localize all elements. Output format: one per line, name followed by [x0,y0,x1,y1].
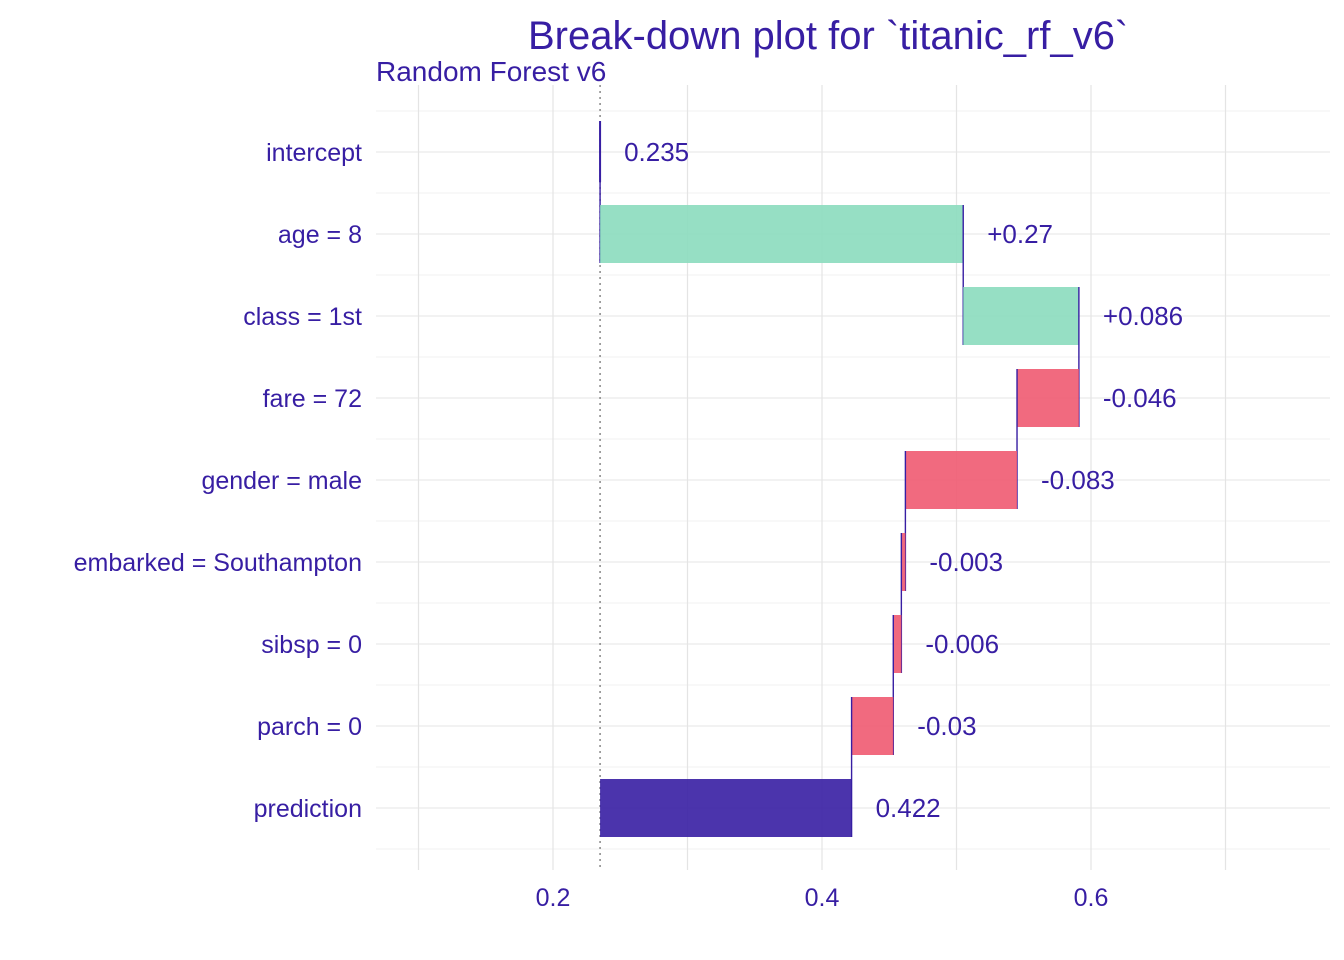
bar-contribution [1017,369,1079,427]
bar-contribution [851,697,894,755]
x-axis-ticks: 0.2 0.4 0.6 [536,884,1109,912]
value-label: -0.03 [917,711,976,741]
value-label: -0.003 [929,547,1003,577]
chart-title: Break-down plot for `titanic_rf_v6` [528,14,1129,58]
category-label: intercept [266,139,362,167]
chart-subtitle: Random Forest v6 [376,56,607,87]
bar-contribution [905,451,1018,509]
x-tick-label: 0.4 [805,884,840,912]
bar-contribution [600,205,964,263]
category-label: age = 8 [278,221,362,249]
bar-contribution [963,287,1079,345]
bar-prediction [600,779,852,837]
bar-contribution [893,615,902,673]
category-label: gender = male [201,467,362,495]
value-label: +0.27 [987,219,1053,249]
category-label: fare = 72 [263,385,362,413]
category-label: sibsp = 0 [261,631,362,659]
value-label: 0.422 [876,793,941,823]
value-label: -0.006 [925,629,999,659]
value-label: +0.086 [1103,301,1183,331]
labels-layer: 0.235 intercept +0.27 age = 8 +0.086 class = … [74,137,1184,823]
x-tick-label: 0.6 [1074,884,1109,912]
category-label: class = 1st [243,303,362,331]
category-label: embarked = Southampton [74,549,362,577]
bars-layer [599,121,1080,837]
category-label: parch = 0 [257,713,362,741]
value-label: -0.046 [1103,383,1177,413]
value-label: 0.235 [624,137,689,167]
category-label: prediction [254,795,362,823]
bar-contribution [901,533,906,591]
value-label: -0.083 [1041,465,1115,495]
x-tick-label: 0.2 [536,884,571,912]
